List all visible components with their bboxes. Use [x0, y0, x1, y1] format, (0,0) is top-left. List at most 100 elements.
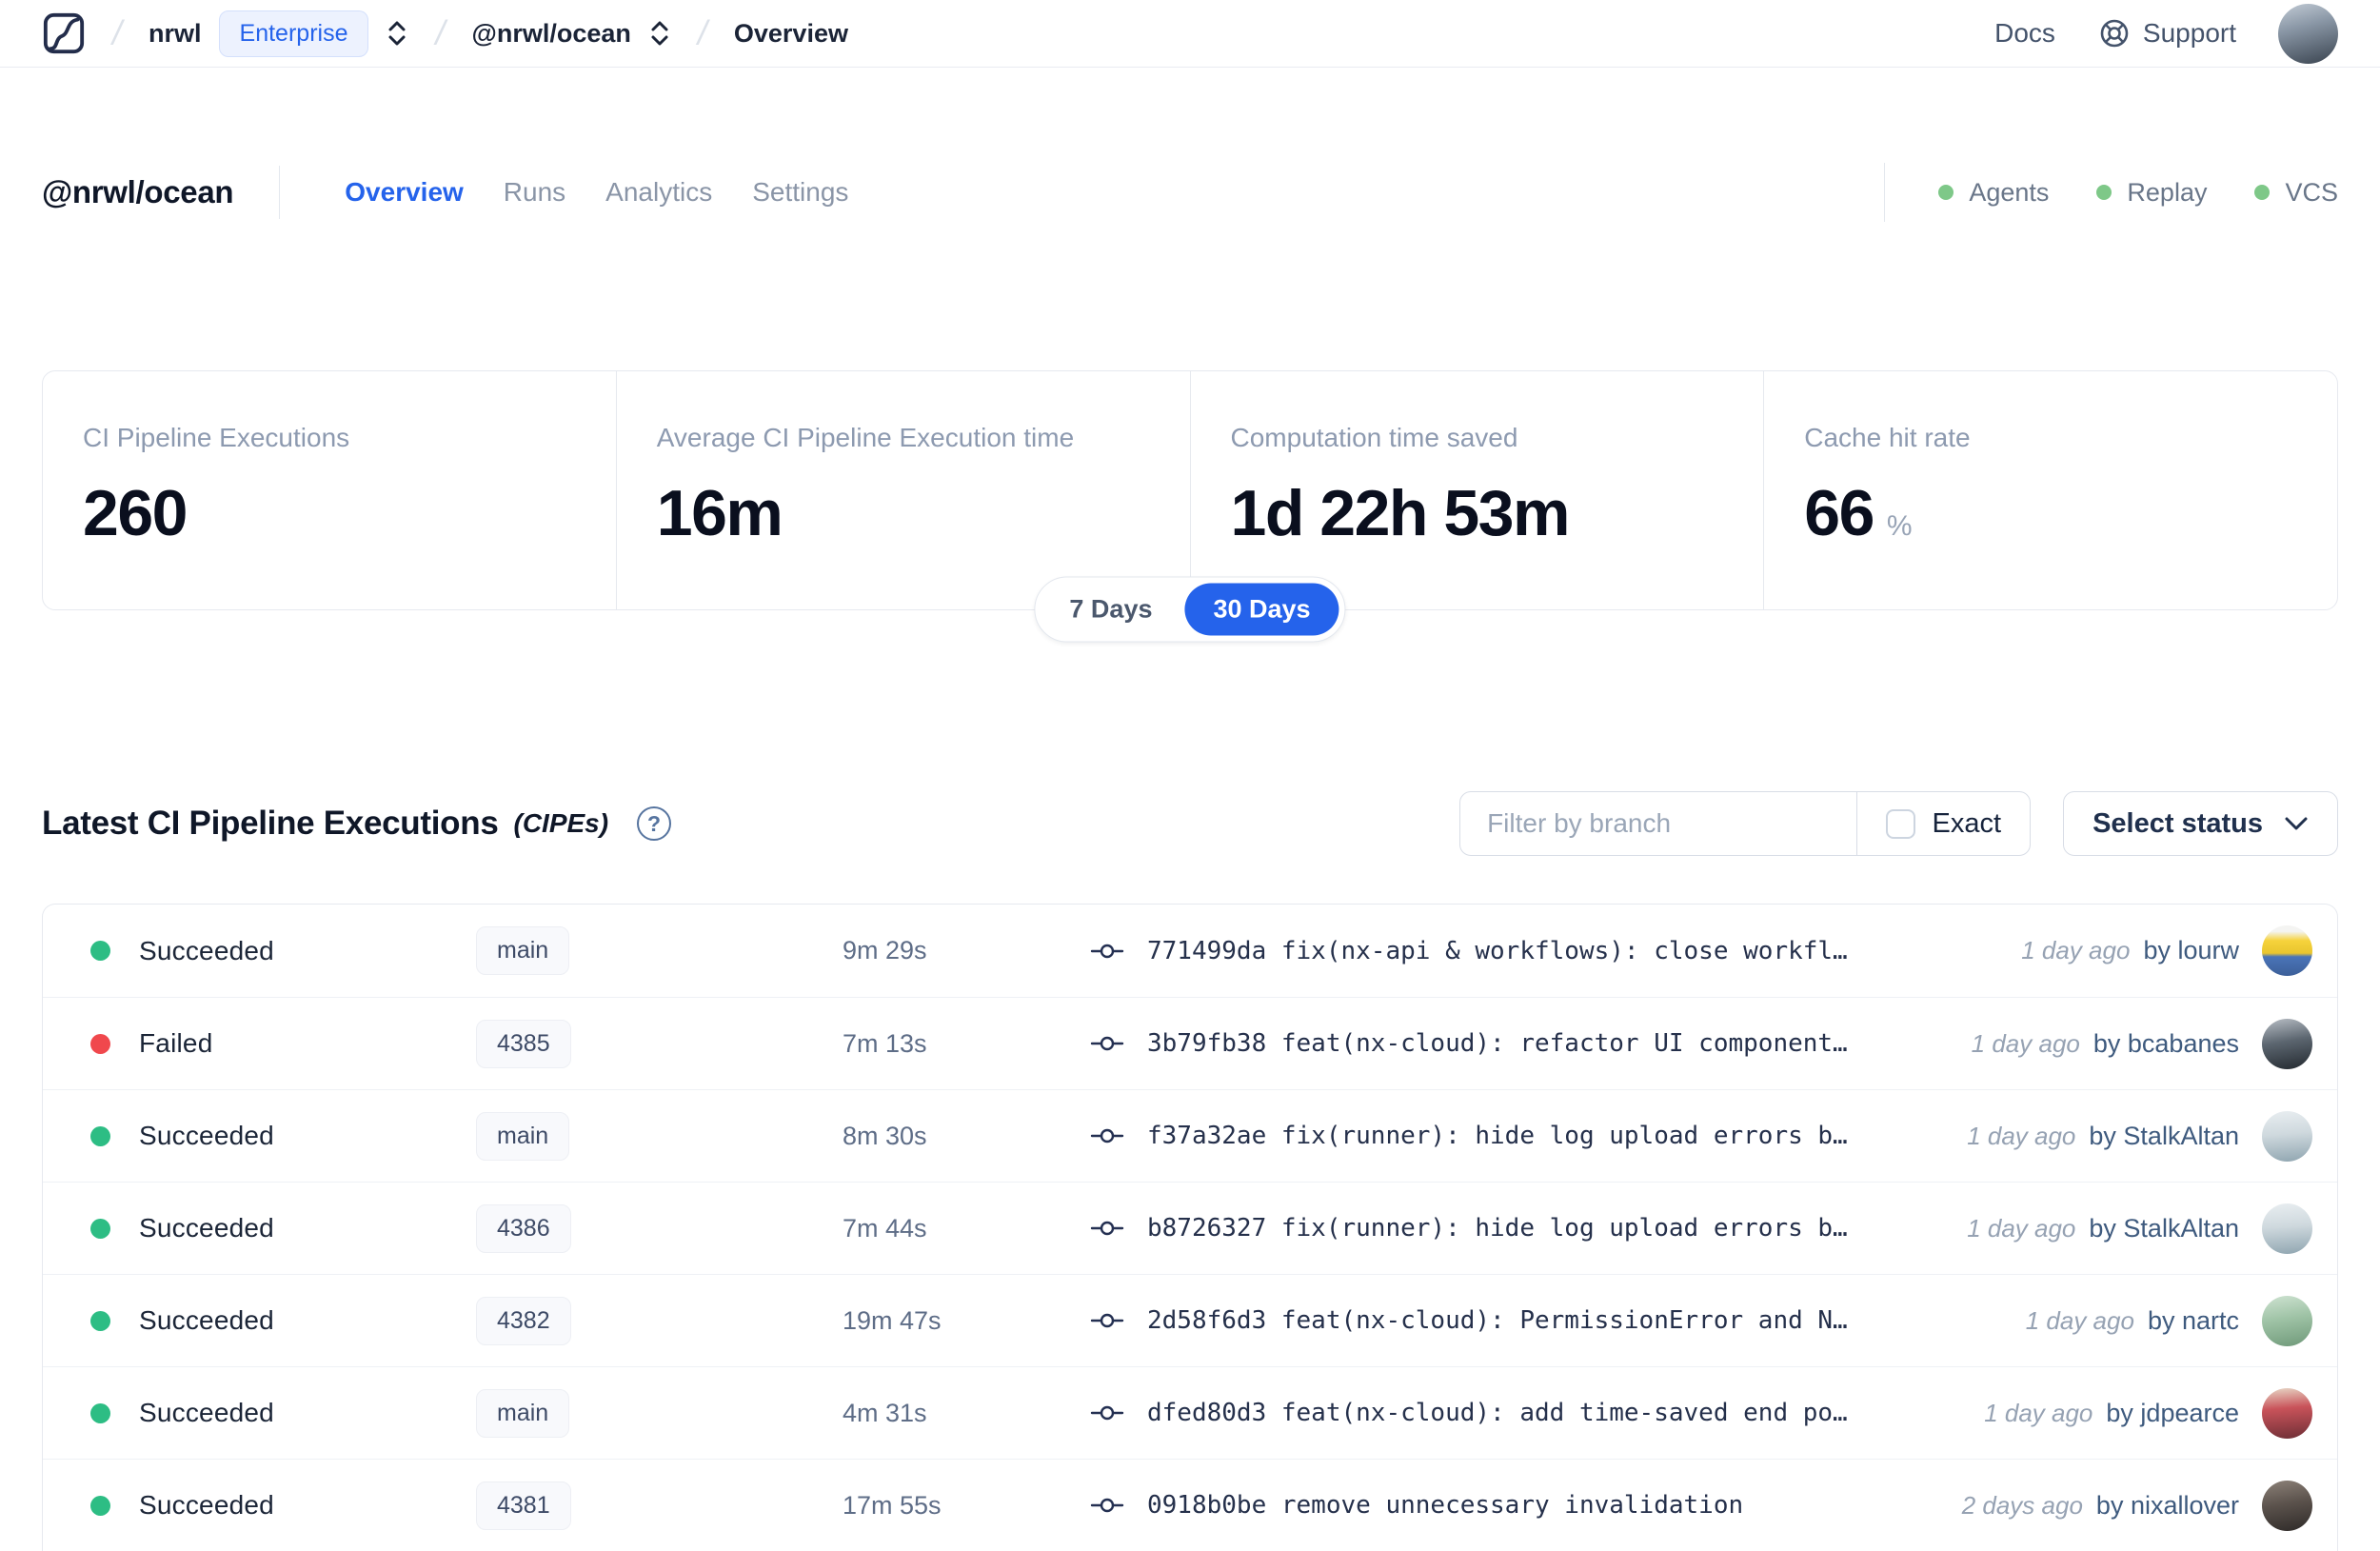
percent-suffix: % — [1886, 510, 1913, 542]
commit-icon — [1090, 1221, 1124, 1236]
author: by StalkAltan — [2089, 1213, 2239, 1243]
status-label: Succeeded — [139, 1305, 274, 1335]
chevron-down-icon — [2285, 817, 2308, 830]
status-dot-icon — [2254, 185, 2271, 200]
tab-analytics[interactable]: Analytics — [605, 177, 713, 207]
branch-badge: main — [476, 926, 570, 975]
status-label: Succeeded — [139, 1398, 274, 1427]
status-label: Succeeded — [139, 1121, 274, 1150]
commit-message: 2d58f6d3 feat(nx-cloud): PermissionError… — [1147, 1306, 1848, 1335]
status-dot-icon — [90, 1125, 110, 1146]
author-avatar — [2262, 925, 2312, 976]
commit-message: f37a32ae fix(runner): hide log upload er… — [1147, 1122, 1848, 1150]
exact-label: Exact — [1932, 807, 2002, 839]
branch-badge: 4382 — [476, 1296, 571, 1345]
author: by nartc — [2147, 1305, 2239, 1335]
branch-badge: main — [476, 1388, 570, 1438]
plan-badge[interactable]: Enterprise — [218, 10, 369, 57]
stat-average-execution-time: Average CI Pipeline Execution time 16m — [615, 371, 1190, 609]
commit-icon — [1090, 1498, 1124, 1513]
author-avatar — [2262, 1295, 2312, 1346]
section-title-suffix: (CIPEs) — [513, 808, 609, 838]
author-avatar — [2262, 1480, 2312, 1531]
author: by bcabanes — [2092, 1028, 2239, 1058]
service-vcs: VCS — [2254, 178, 2338, 208]
timestamp: 2 days ago — [1961, 1490, 2083, 1520]
divider — [279, 166, 281, 219]
breadcrumb-workspace[interactable]: @nrwl/ocean — [471, 18, 631, 48]
life-buoy-icon — [2100, 19, 2129, 48]
cipe-section-header: Latest CI Pipeline Executions (CIPEs) ? … — [42, 791, 2338, 856]
exact-match-control: Exact — [1855, 792, 2031, 855]
table-row[interactable]: Succeeded 4386 7m 44s b8726327 fix(runne… — [43, 1182, 2337, 1274]
branch-badge: main — [476, 1111, 570, 1161]
author-avatar — [2262, 1387, 2312, 1439]
table-row[interactable]: Succeeded 4382 19m 47s 2d58f6d3 feat(nx-… — [43, 1274, 2337, 1366]
breadcrumb-separator: / — [435, 13, 446, 52]
status-label: Succeeded — [139, 935, 274, 965]
cipe-table: Succeeded main 9m 29s 771499da fix(nx-ap… — [42, 904, 2338, 1551]
toggle-7-days[interactable]: 7 Days — [1069, 594, 1153, 624]
breadcrumb-org[interactable]: nrwl — [149, 18, 202, 48]
author-avatar — [2262, 1110, 2312, 1162]
status-dot-icon — [90, 1310, 110, 1331]
nx-cloud-logo-icon[interactable] — [42, 11, 86, 55]
docs-link[interactable]: Docs — [1994, 18, 2055, 48]
status-dot-icon — [90, 941, 110, 961]
table-row[interactable]: Succeeded main 4m 31s dfed80d3 feat(nx-c… — [43, 1366, 2337, 1459]
duration: 19m 47s — [843, 1305, 942, 1335]
author-avatar — [2262, 1018, 2312, 1069]
workspace-title: @nrwl/ocean — [42, 174, 234, 209]
tab-overview[interactable]: Overview — [345, 177, 464, 207]
status-dot-icon — [1938, 185, 1954, 200]
workspace-tabs: Overview Runs Analytics Settings — [345, 177, 848, 208]
stat-cache-hit-rate: Cache hit rate 66 % — [1763, 371, 2337, 609]
workspace-bar: @nrwl/ocean Overview Runs Analytics Sett… — [42, 163, 2338, 222]
duration: 9m 29s — [843, 936, 927, 964]
status-label: Succeeded — [139, 1490, 274, 1520]
service-agents: Agents — [1938, 178, 2049, 208]
exact-checkbox[interactable] — [1885, 808, 1915, 839]
commit-message: dfed80d3 feat(nx-cloud): add time-saved … — [1147, 1399, 1848, 1427]
tab-runs[interactable]: Runs — [503, 177, 566, 207]
branch-filter-input[interactable] — [1460, 792, 1856, 855]
duration: 4m 31s — [843, 1398, 927, 1427]
org-switcher-chevron-icon[interactable] — [386, 18, 408, 49]
toggle-30-days[interactable]: 30 Days — [1184, 583, 1339, 636]
timestamp: 1 day ago — [1971, 1028, 2080, 1058]
author: by lourw — [2143, 936, 2239, 964]
author: by StalkAltan — [2089, 1121, 2239, 1150]
table-row[interactable]: Succeeded 4381 17m 55s 0918b0be remove u… — [43, 1459, 2337, 1551]
status-label: Failed — [139, 1028, 213, 1058]
duration: 7m 44s — [843, 1213, 927, 1243]
tab-settings[interactable]: Settings — [752, 177, 849, 207]
service-replay: Replay — [2096, 178, 2207, 208]
duration: 8m 30s — [843, 1121, 927, 1150]
branch-badge: 4386 — [476, 1203, 571, 1253]
help-icon[interactable]: ? — [637, 806, 672, 841]
user-avatar[interactable] — [2278, 3, 2338, 64]
branch-badge: 4381 — [476, 1481, 571, 1530]
date-range-toggle: 7 Days 30 Days — [1034, 576, 1346, 643]
status-dot-icon — [90, 1402, 110, 1423]
stat-ci-pipeline-executions: CI Pipeline Executions 260 — [83, 423, 350, 549]
status-dot-icon — [90, 1495, 110, 1516]
timestamp: 1 day ago — [2021, 936, 2131, 964]
support-link[interactable]: Support — [2099, 18, 2236, 49]
table-row[interactable]: Failed 4385 7m 13s 3b79fb38 feat(nx-clou… — [43, 997, 2337, 1089]
breadcrumb-separator: / — [697, 13, 707, 52]
commit-icon — [1090, 1128, 1124, 1143]
workspace-switcher-chevron-icon[interactable] — [648, 18, 671, 49]
commit-icon — [1090, 1036, 1124, 1051]
status-select-dropdown[interactable]: Select status — [2063, 791, 2338, 856]
service-status-list: Agents Replay VCS — [1884, 163, 2338, 222]
commit-icon — [1090, 944, 1124, 958]
commit-message: b8726327 fix(runner): hide log upload er… — [1147, 1214, 1848, 1243]
support-label: Support — [2142, 18, 2236, 48]
commit-message: 0918b0be remove unnecessary invalidation — [1147, 1491, 1744, 1520]
table-row[interactable]: Succeeded main 9m 29s 771499da fix(nx-ap… — [43, 905, 2337, 997]
status-label: Succeeded — [139, 1213, 274, 1243]
timestamp: 1 day ago — [2025, 1305, 2134, 1335]
timestamp: 1 day ago — [1967, 1121, 2076, 1150]
table-row[interactable]: Succeeded main 8m 30s f37a32ae fix(runne… — [43, 1089, 2337, 1182]
